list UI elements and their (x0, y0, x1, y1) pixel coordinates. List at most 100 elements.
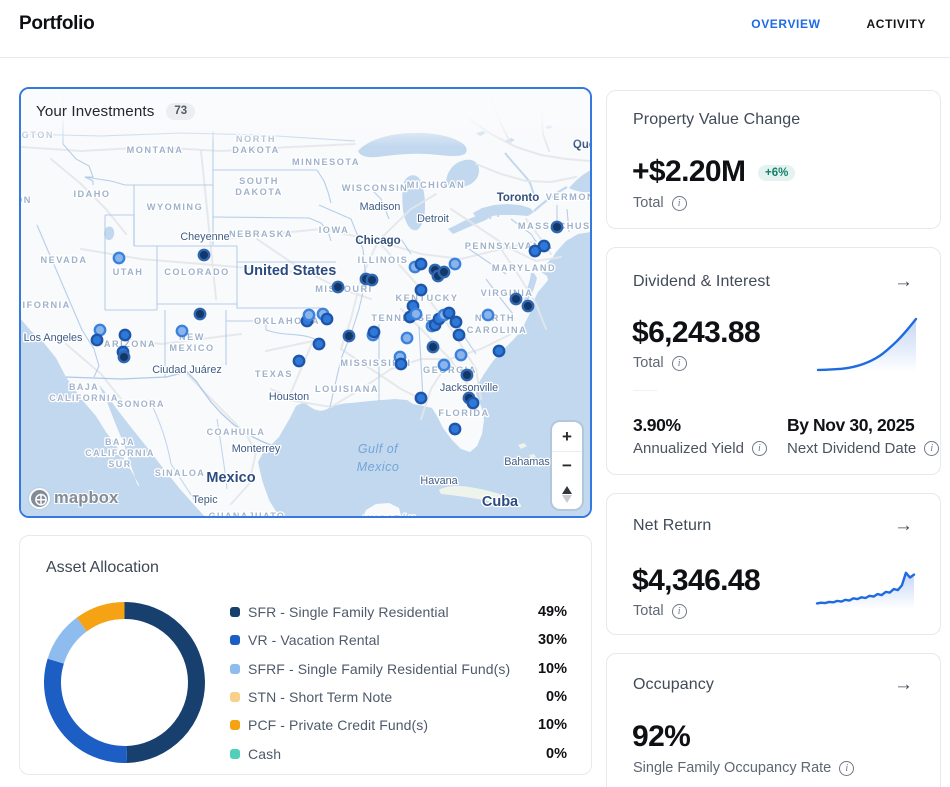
zoom-in-button[interactable]: + (562, 426, 572, 446)
map-marker[interactable] (367, 325, 381, 339)
map-label: CAROLINA (467, 325, 528, 335)
legend-label: SFR - Single Family Residential (248, 604, 449, 620)
net-return-amount: $4,346.48 (632, 564, 761, 597)
investments-map-card: WASHINGTONMONTANANORTHDAKOTAMINNESOTAORE… (19, 87, 592, 518)
map-label: Madison (360, 201, 401, 213)
map-label: YUCATÁN (363, 514, 416, 516)
map-label: Toronto (497, 192, 540, 204)
map-label: NEVADA (40, 255, 87, 265)
map-marker[interactable] (492, 344, 506, 358)
map-marker[interactable] (117, 350, 131, 364)
map-marker[interactable] (302, 308, 316, 322)
legend-row: SFRF - Single Family Residential Fund(s)… (230, 659, 567, 679)
map-marker[interactable] (442, 306, 456, 320)
map-marker[interactable] (409, 307, 423, 321)
map-marker[interactable] (312, 337, 326, 351)
map-marker[interactable] (550, 220, 564, 234)
net-return-card: Net Return → $4,346.48 Total i (606, 493, 941, 635)
map-marker[interactable] (342, 329, 356, 343)
info-icon[interactable]: i (671, 603, 687, 619)
map-marker[interactable] (460, 368, 474, 382)
map-label: Jacksonville (440, 382, 498, 394)
annualized-yield-value: 3.90% (633, 415, 681, 435)
map-label: MARYLAND (492, 263, 556, 273)
map-label: United States (244, 263, 337, 279)
map-label: Chicago (355, 235, 400, 247)
zoom-out-button[interactable]: − (552, 451, 582, 480)
legend-percentage: 30% (537, 632, 567, 649)
info-icon[interactable]: i (671, 195, 687, 211)
info-icon[interactable]: i (924, 441, 940, 456)
dividend-arrow-icon[interactable]: → (894, 271, 913, 292)
net-return-arrow-icon[interactable]: → (894, 515, 913, 536)
map-marker[interactable] (331, 280, 345, 294)
info-icon[interactable]: i (751, 441, 767, 456)
us-map[interactable]: WASHINGTONMONTANANORTHDAKOTAMINNESOTAORE… (21, 89, 590, 516)
map-label: Cheyenne (180, 231, 229, 243)
legend-label: SFRF - Single Family Residential Fund(s) (248, 660, 511, 677)
map-label: MINNESOTA (292, 157, 360, 167)
map-marker[interactable] (320, 312, 334, 326)
map-marker[interactable] (400, 331, 414, 345)
info-icon[interactable]: i (839, 760, 855, 776)
property-value-total-row: Total i (633, 195, 687, 211)
property-value-title: Property Value Change (633, 111, 801, 128)
legend-percentage: 10% (537, 717, 567, 734)
map-marker[interactable] (394, 357, 408, 371)
map-marker[interactable] (452, 328, 466, 342)
map-label: NORTH (475, 313, 515, 323)
map-marker[interactable] (112, 251, 126, 265)
legend-percentage: 0% (546, 688, 567, 705)
map-markers[interactable] (90, 220, 564, 436)
mapbox-icon: ⨁ (29, 488, 50, 509)
map-marker[interactable] (437, 265, 451, 279)
info-icon[interactable]: i (671, 355, 687, 371)
map-marker[interactable] (118, 328, 132, 342)
map-marker[interactable] (193, 307, 207, 321)
map-marker[interactable] (528, 244, 542, 258)
map-label: VERMONT (546, 192, 590, 202)
map-marker[interactable] (448, 257, 462, 271)
map-marker[interactable] (454, 348, 468, 362)
occupancy-value: 92% (632, 720, 691, 753)
map-label: Ciudad Juárez (152, 364, 222, 376)
map-label: WYOMING (147, 202, 203, 212)
map-marker[interactable] (90, 333, 104, 347)
map-marker[interactable] (449, 315, 463, 329)
tab-bar: OVERVIEW ACTIVITY (751, 17, 926, 31)
map-marker[interactable] (481, 308, 495, 322)
dividend-total-row: Total i (633, 355, 687, 371)
map-marker[interactable] (437, 358, 451, 372)
net-return-sparkline (815, 571, 916, 609)
map-marker[interactable] (365, 273, 379, 287)
map-label: IOWA (319, 225, 350, 235)
mapbox-logo[interactable]: ⨁ mapbox (29, 488, 118, 509)
legend-swatch (230, 663, 240, 674)
tab-overview[interactable]: OVERVIEW (751, 17, 821, 31)
map-label: MEXICO (169, 343, 214, 353)
map-label: COLORADO (164, 267, 230, 277)
map-marker[interactable] (414, 283, 428, 297)
map-marker[interactable] (521, 299, 535, 313)
map-marker[interactable] (197, 248, 211, 262)
map-marker[interactable] (414, 257, 428, 271)
map-label: WISCONSIN (342, 183, 409, 193)
map-marker[interactable] (414, 391, 428, 405)
map-marker[interactable] (292, 354, 306, 368)
map-marker[interactable] (448, 422, 462, 436)
dividend-title: Dividend & Interest (633, 273, 771, 290)
map-label: SONORA (117, 399, 165, 409)
map-marker[interactable] (509, 292, 523, 306)
map-label: KENTUCKY (395, 293, 458, 303)
map-label: SINALOA (155, 468, 205, 478)
compass-button[interactable] (552, 480, 582, 509)
donut-segment (47, 617, 88, 664)
map-marker[interactable] (466, 396, 480, 410)
map-marker[interactable] (175, 324, 189, 338)
compass-up-icon (562, 486, 572, 494)
tab-activity[interactable]: ACTIVITY (866, 17, 926, 31)
map-label: NEBRASKA (229, 229, 293, 239)
map-marker[interactable] (426, 340, 440, 354)
map-label: UTAH (113, 267, 144, 277)
occupancy-arrow-icon[interactable]: → (894, 674, 913, 695)
